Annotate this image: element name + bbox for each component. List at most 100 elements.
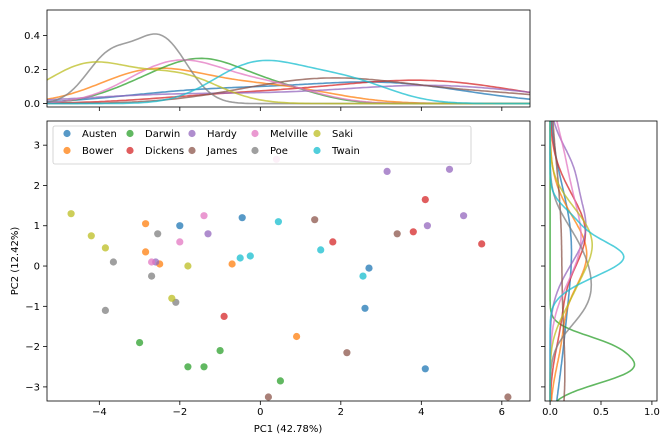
legend-frame [52,125,472,165]
x-tick-label: 4 [418,407,424,418]
legend-label: Melville [270,129,308,140]
kde-right-twain [549,121,625,401]
scatter-frame [46,120,531,402]
legend-item-darwin: Darwin [126,129,180,140]
scatter-y-ticks: −3 −2 −1 0 1 2 3 [25,141,47,393]
right-kde-x-ticks: 0.0 0.5 1.0 [542,401,660,418]
kde-top-saki [46,61,530,105]
legend-marker [188,129,196,138]
x-tick-label: −2 [172,407,187,418]
point-saki [168,294,176,302]
y-tick-label: 2 [34,181,40,192]
top-kde-y-ticks: 0.0 0.2 0.4 [24,31,47,110]
point-james [393,230,401,238]
legend-label: Twain [331,146,360,157]
legend-label: Bower [82,146,114,157]
legend-item-saki: Saki [313,129,353,140]
point-james [311,216,319,224]
y-tick-label: −3 [25,382,40,393]
point-dickens [421,196,429,204]
point-hardy [460,212,468,220]
point-saki [101,244,109,252]
legend-label: Darwin [145,129,180,140]
x-tick-label: 6 [499,407,505,418]
point-bower [142,248,150,256]
scatter-points [67,155,512,401]
y-axis-label: PC2 (12.42%) [10,227,21,296]
right-x-tick-label: 0.0 [542,407,558,418]
kde-top-poe [46,33,530,105]
point-melville [176,238,184,246]
point-darwin [216,347,224,355]
point-dickens [329,238,337,246]
point-hardy [383,167,391,175]
x-tick-label: 2 [338,407,344,418]
y-tick-label: −1 [25,302,40,313]
legend-marker [188,146,196,155]
legend-marker [313,129,321,138]
top-kde-panel: 0.0 0.2 0.4 [24,9,531,111]
point-poe [101,306,109,314]
legend-item-poe: Poe [251,146,288,157]
point-austen [365,264,373,272]
point-saki [184,262,192,270]
point-melville [148,258,156,266]
point-dickens [409,228,417,236]
legend-label: Dickens [145,146,184,157]
kde-right-austen [550,120,573,402]
point-twain [246,252,254,260]
point-hardy [423,222,431,230]
legend-marker [251,129,259,138]
point-austen [421,365,429,373]
top-y-tick-label: 0.4 [24,31,40,42]
legend-marker [126,129,134,138]
point-austen [238,214,246,222]
kde-top-james [47,77,531,105]
point-saki [87,232,95,240]
legend-item-bower: Bower [63,146,114,157]
y-tick-label: 3 [34,141,40,152]
legend-marker [313,146,321,155]
point-bower [228,260,236,268]
point-james [504,393,512,401]
point-austen [361,304,369,312]
legend-label: Poe [270,146,288,157]
legend-marker [63,129,71,138]
point-darwin [276,377,284,385]
point-dickens [478,240,486,248]
point-twain [359,272,367,280]
point-saki [67,210,75,218]
top-kde-curves [46,33,531,105]
scatter-panel: −4 −2 0 2 4 6 −3 −2 −1 0 1 2 3 PC1 (42.78%) PC2 (12… [10,120,531,435]
right-x-tick-label: 0.5 [593,407,609,418]
point-hardy [204,230,212,238]
y-tick-label: 1 [34,221,40,232]
point-twain [274,218,282,226]
right-kde-curves [549,120,636,402]
point-twain [317,246,325,254]
x-tick-label: 0 [257,407,263,418]
point-dickens [220,312,228,320]
top-y-tick-label: 0.0 [24,99,40,110]
point-darwin [136,339,144,347]
legend: Austen Bower Darwin Dickens Hardy James Melvil… [52,125,472,165]
point-melville [200,212,208,220]
right-x-tick-label: 1.0 [644,407,660,418]
legend-item-dickens: Dickens [126,146,184,157]
top-kde-x-ticks [98,107,503,111]
point-hardy [445,165,454,173]
point-darwin [184,363,192,371]
point-bower [293,332,301,341]
kde-right-saki [549,121,594,401]
kde-top-dickens [46,79,531,104]
point-poe [154,230,162,238]
x-tick-label: −4 [92,407,107,418]
top-kde-frame [46,9,531,108]
point-james [343,349,351,357]
y-tick-label: 0 [34,262,40,273]
point-james [264,393,272,401]
kde-right-dickens [549,120,587,401]
scatter-x-ticks: −4 −2 0 2 4 6 [92,401,505,418]
point-poe [109,258,117,266]
